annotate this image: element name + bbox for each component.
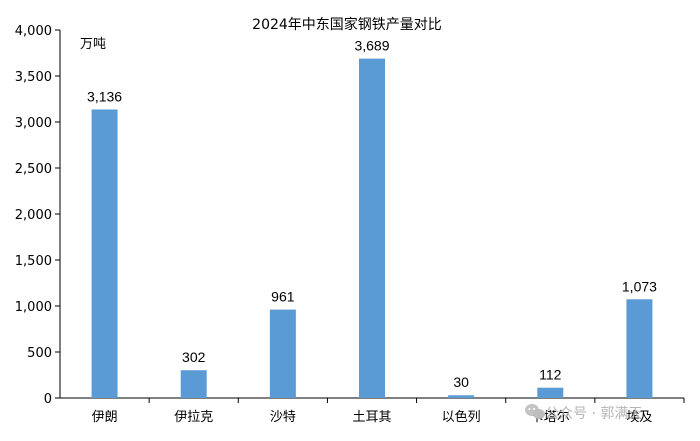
bar-value-label: 302 — [182, 349, 206, 365]
y-tick-label: 3,000 — [15, 116, 52, 131]
category-label: 伊朗 — [92, 410, 118, 425]
category-label: 土耳其 — [352, 410, 391, 425]
bar-value-label: 112 — [539, 367, 562, 383]
watermark-text: 公众号 · 郭满天 — [545, 405, 642, 422]
y-tick-label: 1,500 — [15, 254, 52, 269]
bar — [269, 309, 296, 398]
bar-value-label: 3,689 — [354, 38, 389, 54]
category-label: 以色列 — [442, 409, 481, 425]
y-tick-label: 3,500 — [15, 70, 52, 85]
category-label: 埃及 — [626, 410, 652, 425]
bar-value-label: 1,073 — [622, 278, 657, 294]
axes: 0 500 1,000 1,500 2,000 2,500 3,000 3,500 4,000 伊… — [15, 24, 685, 425]
bar — [359, 58, 385, 398]
y-tick-label: 0 — [44, 392, 52, 407]
bar — [180, 370, 207, 398]
bar-value-label: 961 — [271, 289, 295, 305]
bar — [537, 387, 564, 398]
bar-value-label: 3,136 — [87, 88, 122, 104]
bar — [626, 299, 653, 398]
bar-value-label: 30 — [453, 374, 469, 390]
bar — [448, 395, 475, 398]
chart-title: 2024年中东国家钢铁产量对比 — [252, 16, 442, 33]
unit-label: 万吨 — [80, 37, 106, 52]
category-label: 伊拉克 — [174, 410, 213, 425]
y-tick-label: 4,000 — [15, 24, 52, 39]
y-tick-label: 2,000 — [15, 208, 52, 223]
bars: 3,136 302 961 3,689 30 112 1,073 — [87, 38, 657, 398]
y-tick-label: 2,500 — [15, 162, 52, 177]
bar — [91, 109, 118, 398]
category-label: 沙特 — [270, 410, 296, 425]
watermark: 公众号 · 郭满天 — [525, 404, 642, 422]
wechat-icon — [525, 404, 545, 419]
y-tick-label: 500 — [27, 346, 52, 361]
y-tick-label: 1,000 — [15, 300, 52, 315]
